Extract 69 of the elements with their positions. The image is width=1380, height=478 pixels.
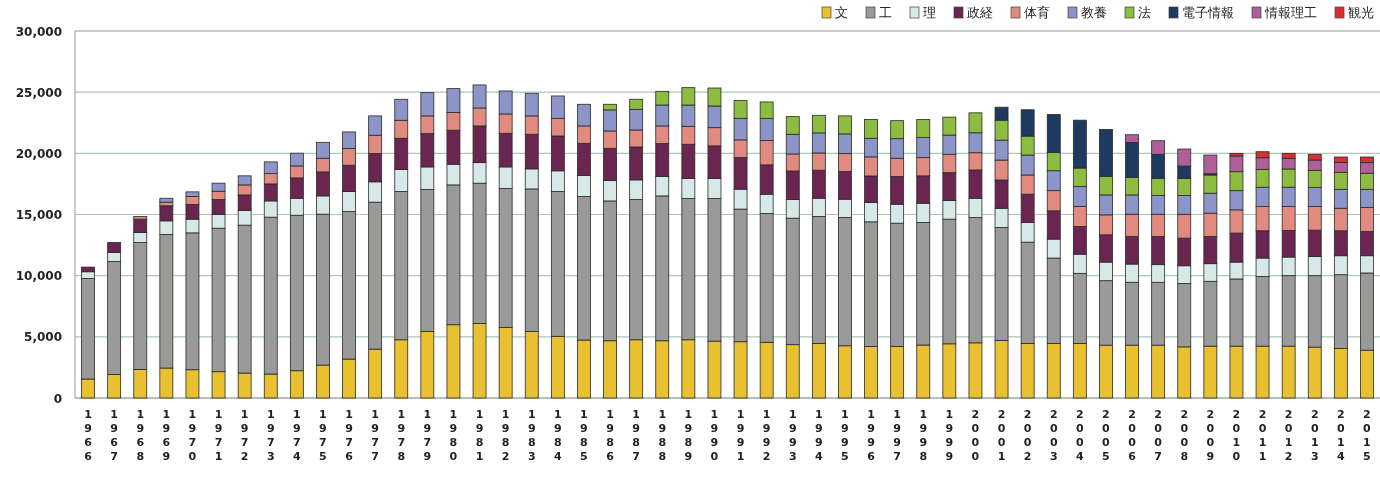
y-tick-label: 25,000 bbox=[15, 85, 62, 100]
x-tick-label: 1968 bbox=[136, 408, 145, 463]
x-tick-label: 1994 bbox=[815, 408, 824, 463]
bar bbox=[159, 197, 174, 203]
x-tick-label: 2008 bbox=[1180, 408, 1189, 463]
x-tick-label: 1975 bbox=[319, 408, 327, 463]
x-tick-label: 1983 bbox=[527, 408, 536, 463]
y-tick-label: 30,000 bbox=[15, 24, 62, 39]
x-tick-label: 1973 bbox=[266, 408, 275, 463]
x-tick-label: 2000 bbox=[971, 408, 980, 463]
legend-label: 政経 bbox=[967, 5, 993, 20]
x-tick-label: 2009 bbox=[1206, 408, 1215, 463]
x-tick-label: 1993 bbox=[788, 408, 797, 463]
x-tick-label: 1992 bbox=[762, 408, 771, 463]
x-tick-label: 1996 bbox=[867, 408, 876, 463]
legend-label: 法 bbox=[1138, 5, 1151, 20]
x-tick-label: 1969 bbox=[162, 408, 171, 463]
x-tick-label: 1980 bbox=[449, 408, 458, 463]
x-tick-label: 1991 bbox=[736, 408, 745, 463]
x-tick-label: 1977 bbox=[371, 408, 379, 463]
legend-label: 文 bbox=[835, 5, 848, 20]
x-tick-label: 1972 bbox=[240, 408, 249, 463]
x-tick-label: 2002 bbox=[1023, 408, 1032, 463]
x-tick-label: 2006 bbox=[1128, 408, 1137, 463]
x-tick-label: 1978 bbox=[397, 408, 406, 463]
x-tick-label: 1987 bbox=[632, 408, 640, 463]
legend-label: 理 bbox=[923, 5, 936, 20]
x-tick-label: 1974 bbox=[293, 408, 302, 463]
bar bbox=[1203, 154, 1218, 175]
x-tick-label: 1986 bbox=[606, 408, 615, 463]
x-tick-label: 1976 bbox=[345, 408, 354, 463]
x-tick-label: 1985 bbox=[580, 408, 588, 463]
x-tick-label: 2001 bbox=[997, 408, 1006, 463]
x-tick-label: 1967 bbox=[110, 408, 119, 463]
x-tick-label: 1971 bbox=[214, 408, 223, 463]
x-tick-label: 1990 bbox=[710, 408, 719, 463]
legend-label: 工 bbox=[879, 5, 892, 20]
legend-label: 情報理工 bbox=[1264, 5, 1317, 20]
y-tick-label: 10,000 bbox=[15, 269, 62, 284]
x-tick-label: 1997 bbox=[893, 408, 901, 463]
x-tick-label: 2010 bbox=[1232, 408, 1241, 463]
x-tick-label: 1989 bbox=[684, 408, 693, 463]
x-tick-label: 2003 bbox=[1049, 408, 1058, 463]
y-tick-label: 20,000 bbox=[15, 146, 62, 161]
x-tick-label: 1988 bbox=[658, 408, 667, 463]
x-tick-label: 1981 bbox=[475, 408, 484, 463]
x-tick-label: 2015 bbox=[1363, 408, 1372, 463]
x-tick-label: 1966 bbox=[84, 408, 93, 463]
y-tick-label: 0 bbox=[53, 391, 62, 406]
x-tick-label: 1984 bbox=[554, 408, 563, 463]
legend-label: 観光 bbox=[1348, 5, 1374, 20]
y-tick-label: 15,000 bbox=[15, 208, 62, 222]
x-tick-label: 2012 bbox=[1284, 408, 1293, 463]
x-tick-label: 1982 bbox=[501, 408, 510, 463]
x-tick-label: 2004 bbox=[1076, 408, 1085, 463]
x-tick-label: 1979 bbox=[423, 408, 432, 463]
x-tick-label: 2013 bbox=[1310, 408, 1319, 463]
x-tick-label: 1970 bbox=[188, 408, 197, 463]
x-tick-label: 2005 bbox=[1102, 408, 1111, 463]
x-tick-label: 1999 bbox=[945, 408, 954, 463]
x-tick-label: 2014 bbox=[1337, 408, 1346, 463]
legend-label: 電子情報 bbox=[1182, 5, 1234, 20]
legend-label: 教養 bbox=[1081, 5, 1107, 20]
y-tick-label: 5,000 bbox=[24, 330, 62, 345]
x-tick-label: 2007 bbox=[1154, 408, 1163, 463]
x-tick-label: 2011 bbox=[1258, 408, 1267, 463]
legend-label: 体育 bbox=[1024, 5, 1050, 20]
x-tick-label: 1998 bbox=[919, 408, 928, 463]
x-tick-label: 1995 bbox=[841, 408, 849, 463]
